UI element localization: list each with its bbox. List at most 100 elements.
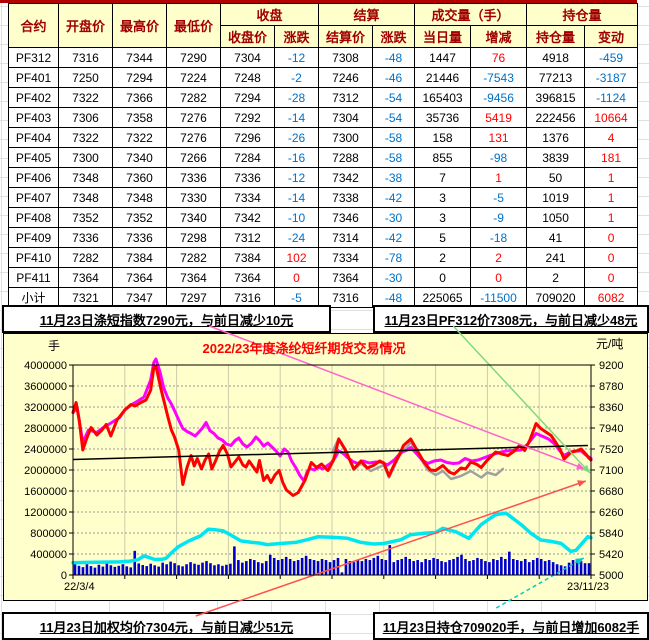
value-cell[interactable]: 7294 bbox=[112, 67, 167, 88]
value-cell[interactable]: 7321 bbox=[58, 287, 113, 308]
value-cell[interactable]: 7348 bbox=[112, 187, 167, 208]
value-cell[interactable]: -30 bbox=[372, 207, 416, 228]
value-cell[interactable]: -42 bbox=[372, 227, 416, 248]
col-header-close-chg[interactable]: 涨跌 bbox=[273, 25, 320, 48]
value-cell[interactable]: -16 bbox=[273, 147, 320, 168]
contract-cell[interactable]: PF405 bbox=[8, 147, 59, 168]
contract-cell[interactable]: PF409 bbox=[8, 227, 59, 248]
value-cell[interactable]: -9456 bbox=[470, 87, 528, 108]
value-cell[interactable]: 7316 bbox=[318, 287, 374, 308]
value-cell[interactable]: -24 bbox=[273, 227, 320, 248]
value-cell[interactable]: 7248 bbox=[220, 67, 275, 88]
value-cell[interactable]: 0 bbox=[584, 247, 639, 268]
value-cell[interactable]: 7 bbox=[414, 167, 472, 188]
value-cell[interactable]: 7364 bbox=[318, 267, 374, 288]
value-cell[interactable]: 7322 bbox=[112, 127, 167, 148]
value-cell[interactable]: -48 bbox=[372, 287, 416, 308]
value-cell[interactable]: 1 bbox=[584, 207, 639, 228]
value-cell[interactable]: -38 bbox=[372, 167, 416, 188]
value-cell[interactable]: 7276 bbox=[166, 127, 221, 148]
value-cell[interactable]: 7330 bbox=[166, 187, 221, 208]
value-cell[interactable]: 4 bbox=[584, 127, 639, 148]
value-cell[interactable]: 7358 bbox=[112, 107, 167, 128]
value-cell[interactable]: 102 bbox=[273, 247, 320, 268]
value-cell[interactable]: 7342 bbox=[220, 207, 275, 228]
value-cell[interactable]: -26 bbox=[273, 127, 320, 148]
value-cell[interactable]: 222456 bbox=[526, 107, 586, 128]
value-cell[interactable]: -10 bbox=[273, 207, 320, 228]
value-cell[interactable]: 2 bbox=[526, 267, 586, 288]
value-cell[interactable]: -11500 bbox=[470, 287, 528, 308]
value-cell[interactable]: -5 bbox=[470, 187, 528, 208]
value-cell[interactable]: 7316 bbox=[220, 287, 275, 308]
col-header-low[interactable]: 最低价 bbox=[166, 3, 221, 48]
value-cell[interactable]: 0 bbox=[584, 227, 639, 248]
value-cell[interactable]: 7294 bbox=[220, 87, 275, 108]
value-cell[interactable]: 7334 bbox=[220, 187, 275, 208]
value-cell[interactable]: -54 bbox=[372, 87, 416, 108]
value-cell[interactable]: 7282 bbox=[166, 247, 221, 268]
value-cell[interactable]: 7304 bbox=[220, 47, 275, 68]
contract-cell[interactable]: PF404 bbox=[8, 127, 59, 148]
value-cell[interactable]: 3 bbox=[414, 187, 472, 208]
value-cell[interactable]: 7338 bbox=[318, 187, 374, 208]
value-cell[interactable]: 35736 bbox=[414, 107, 472, 128]
col-header-oi-value[interactable]: 持仓量 bbox=[526, 25, 586, 48]
value-cell[interactable]: 21446 bbox=[414, 67, 472, 88]
value-cell[interactable]: 7266 bbox=[166, 147, 221, 168]
contract-cell[interactable]: PF411 bbox=[8, 267, 59, 288]
value-cell[interactable]: 7334 bbox=[318, 247, 374, 268]
value-cell[interactable]: 1 bbox=[584, 167, 639, 188]
value-cell[interactable]: 7246 bbox=[318, 67, 374, 88]
value-cell[interactable]: -54 bbox=[372, 107, 416, 128]
value-cell[interactable]: -98 bbox=[470, 147, 528, 168]
value-cell[interactable]: 7364 bbox=[58, 267, 113, 288]
value-cell[interactable]: 7292 bbox=[220, 107, 275, 128]
contract-cell[interactable]: 小计 bbox=[8, 287, 59, 308]
value-cell[interactable]: 7290 bbox=[166, 47, 221, 68]
value-cell[interactable]: 10664 bbox=[584, 107, 639, 128]
value-cell[interactable]: 855 bbox=[414, 147, 472, 168]
contract-cell[interactable]: PF407 bbox=[8, 187, 59, 208]
value-cell[interactable]: 7352 bbox=[58, 207, 113, 228]
value-cell[interactable]: 1050 bbox=[526, 207, 586, 228]
value-cell[interactable]: 241 bbox=[526, 247, 586, 268]
value-cell[interactable]: -7543 bbox=[470, 67, 528, 88]
value-cell[interactable]: 1 bbox=[470, 167, 528, 188]
value-cell[interactable]: 7360 bbox=[112, 167, 167, 188]
value-cell[interactable]: 7308 bbox=[318, 47, 374, 68]
value-cell[interactable]: 3 bbox=[414, 207, 472, 228]
value-cell[interactable]: 7364 bbox=[220, 267, 275, 288]
value-cell[interactable]: -48 bbox=[372, 47, 416, 68]
value-cell[interactable]: 181 bbox=[584, 147, 639, 168]
value-cell[interactable]: 7340 bbox=[166, 207, 221, 228]
contract-cell[interactable]: PF402 bbox=[8, 87, 59, 108]
value-cell[interactable]: -5 bbox=[273, 287, 320, 308]
value-cell[interactable]: 396815 bbox=[526, 87, 586, 108]
value-cell[interactable]: -12 bbox=[273, 167, 320, 188]
value-cell[interactable]: 7300 bbox=[58, 147, 113, 168]
value-cell[interactable]: 7366 bbox=[112, 87, 167, 108]
col-header-contract[interactable]: 合约 bbox=[8, 3, 59, 48]
value-cell[interactable]: 158 bbox=[414, 127, 472, 148]
col-header-settle[interactable]: 结算价 bbox=[318, 25, 374, 48]
value-cell[interactable]: -18 bbox=[470, 227, 528, 248]
value-cell[interactable]: 7296 bbox=[220, 127, 275, 148]
value-cell[interactable]: 7336 bbox=[166, 167, 221, 188]
value-cell[interactable]: 7314 bbox=[318, 227, 374, 248]
contract-cell[interactable]: PF401 bbox=[8, 67, 59, 88]
value-cell[interactable]: 3839 bbox=[526, 147, 586, 168]
col-header-volume-chg[interactable]: 增减 bbox=[470, 25, 528, 48]
value-cell[interactable]: 7276 bbox=[166, 107, 221, 128]
value-cell[interactable]: -12 bbox=[273, 47, 320, 68]
value-cell[interactable]: 7336 bbox=[220, 167, 275, 188]
value-cell[interactable]: 7282 bbox=[58, 247, 113, 268]
avg-price-note-banner[interactable]: 11月23日加权均价7304元，与前日减少51元 bbox=[2, 612, 331, 640]
value-cell[interactable]: 7322 bbox=[58, 87, 113, 108]
value-cell[interactable]: 7304 bbox=[318, 107, 374, 128]
contract-cell[interactable]: PF410 bbox=[8, 247, 59, 268]
value-cell[interactable]: 4918 bbox=[526, 47, 586, 68]
value-cell[interactable]: 0 bbox=[273, 267, 320, 288]
value-cell[interactable]: 1 bbox=[584, 187, 639, 208]
value-cell[interactable]: 7384 bbox=[112, 247, 167, 268]
